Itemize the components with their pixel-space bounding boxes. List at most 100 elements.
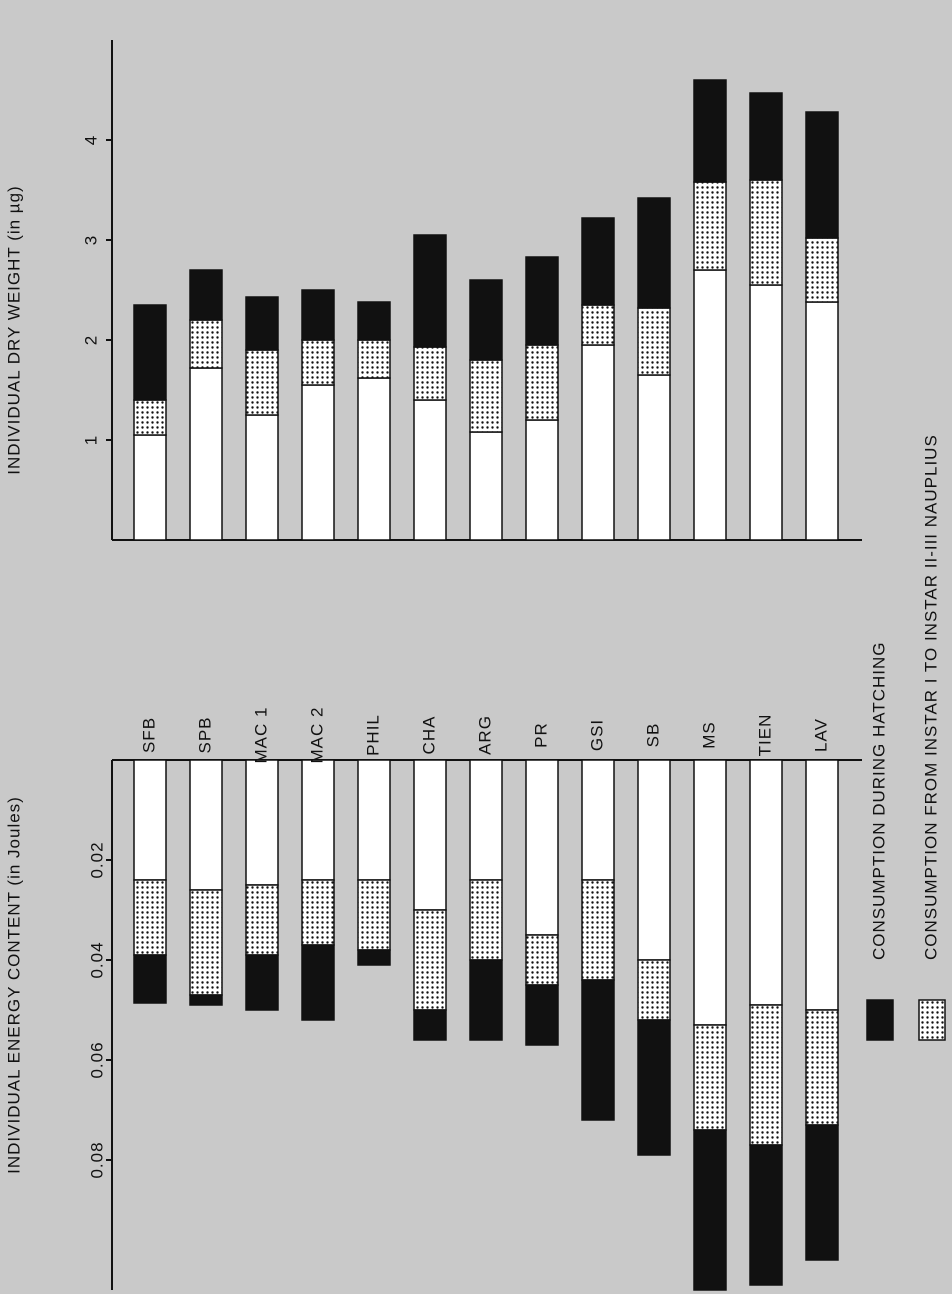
category-label: SB [643, 723, 662, 748]
bar-segment [805, 1124, 839, 1261]
bar-segment [301, 879, 335, 946]
category-label: MS [699, 721, 718, 749]
bar-segment [245, 954, 279, 1011]
bar-segment [525, 256, 559, 346]
category-label: SPB [195, 716, 214, 753]
bar-segment [357, 879, 391, 951]
bar-segment [693, 79, 727, 183]
bar-segment [245, 414, 279, 541]
y-tick-label: 0.08 [87, 1141, 106, 1178]
y-tick-label: 2 [81, 335, 100, 345]
bar-segment [693, 269, 727, 541]
bar-segment [189, 269, 223, 321]
bar-segment [805, 759, 839, 1011]
bar-segment [581, 879, 615, 981]
bar-segment [525, 984, 559, 1046]
bar-segment [133, 434, 167, 541]
y-tick-label: 0.06 [87, 1041, 106, 1078]
bar-segment [637, 374, 671, 541]
bar-segment [413, 1009, 447, 1041]
y-tick-label: 4 [81, 135, 100, 145]
bar-segment [525, 344, 559, 421]
bar-segment [469, 759, 503, 881]
bar-segment [525, 419, 559, 541]
y-tick-label: 1 [81, 435, 100, 445]
category-label: TIEN [755, 714, 774, 757]
axis-title: INDIVIDUAL ENERGY CONTENT (in Joules) [4, 796, 23, 1174]
legend-swatch [918, 999, 946, 1041]
bar-segment [469, 279, 503, 361]
bar-segment [413, 234, 447, 348]
category-label: CHA [419, 716, 438, 755]
bar-segment [805, 237, 839, 303]
bar-segment [749, 759, 783, 1006]
bar-segment [637, 959, 671, 1021]
bar-segment [805, 1009, 839, 1126]
bar-segment [749, 1144, 783, 1286]
bar-segment [525, 934, 559, 986]
bar-segment [693, 1129, 727, 1291]
bar-segment [133, 759, 167, 881]
bar-segment [469, 959, 503, 1041]
bar-segment [245, 349, 279, 416]
bar-segment [469, 879, 503, 961]
bar-segment [301, 339, 335, 386]
bar-segment [189, 367, 223, 541]
bar-segment [189, 319, 223, 369]
y-tick-label: 0.02 [87, 841, 106, 878]
bar-segment [693, 181, 727, 271]
bar-segment [525, 759, 559, 936]
bar-segment [357, 301, 391, 341]
bar-segment [357, 377, 391, 541]
bar-segment [749, 1004, 783, 1146]
bar-segment [637, 307, 671, 376]
legend-label: CONSUMPTION DURING HATCHING [869, 641, 888, 960]
axis-title: INDIVIDUAL DRY WEIGHT (in µg) [4, 185, 23, 474]
bar-segment [413, 909, 447, 1011]
bar-segment [245, 759, 279, 886]
bar-segment [581, 344, 615, 541]
bar-segment [301, 289, 335, 341]
bar-segment [693, 759, 727, 1026]
bar-segment [357, 759, 391, 881]
bar-segment [413, 346, 447, 401]
category-label: ARG [475, 715, 494, 755]
bar-segment [189, 994, 223, 1006]
bar-segment [749, 284, 783, 541]
bar-segment [301, 759, 335, 881]
bar-segment [581, 759, 615, 881]
bar-segment [805, 111, 839, 239]
category-label: MAC 2 [307, 707, 326, 764]
bar-segment [189, 759, 223, 891]
bar-segment [637, 759, 671, 961]
bar-segment [581, 979, 615, 1121]
legend-label: CONSUMPTION FROM INSTAR I TO INSTAR II-I… [921, 434, 940, 960]
bar-segment [637, 197, 671, 309]
y-tick-label: 3 [81, 235, 100, 245]
bar-segment [357, 339, 391, 379]
bar-segment [133, 879, 167, 956]
bar-segment [581, 217, 615, 306]
bar-segment [301, 944, 335, 1021]
y-tick-label: 0.04 [87, 941, 106, 978]
bar-segment [189, 889, 223, 996]
category-label: PR [531, 722, 550, 748]
bar-segment [245, 296, 279, 351]
category-label: LAV [811, 718, 830, 752]
bar-segment [245, 884, 279, 956]
bar-segment [749, 179, 783, 286]
category-label: SFB [139, 717, 158, 753]
bar-segment [357, 949, 391, 966]
bar-segment [413, 399, 447, 541]
category-label: GSI [587, 719, 606, 751]
bar-segment [469, 431, 503, 541]
bar-segment [693, 1024, 727, 1131]
bar-segment [133, 399, 167, 436]
category-label: MAC 1 [251, 707, 270, 764]
bar-segment [637, 1019, 671, 1156]
bar-segment [749, 92, 783, 181]
bar-segment [581, 304, 615, 346]
bar-segment [469, 359, 503, 433]
